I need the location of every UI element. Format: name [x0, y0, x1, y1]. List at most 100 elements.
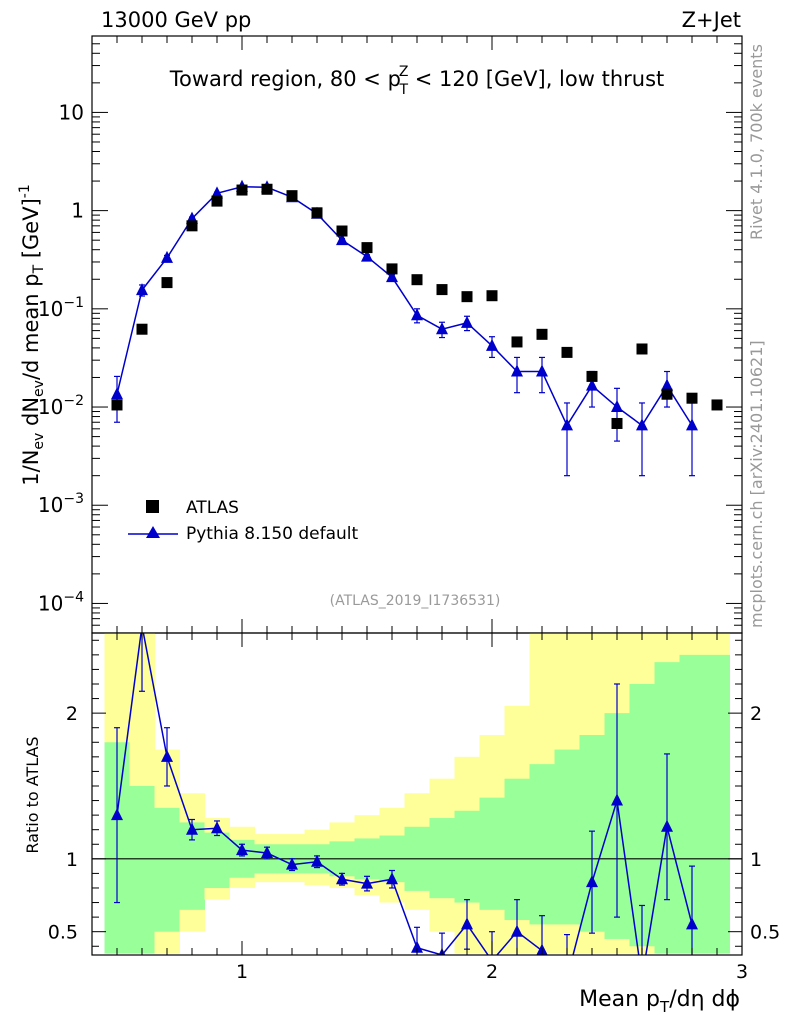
atlas-data-point	[336, 225, 348, 237]
y-tick-exponent: −1	[63, 295, 84, 311]
ylabel-sup-4: -1	[17, 184, 33, 198]
legend-atlas-label: ATLAS	[186, 498, 239, 518]
legend-atlas-marker	[146, 500, 159, 513]
atlas-data-point	[311, 207, 323, 219]
mcplots-reference-text: mcplots.cern.ch [arXiv:2401.10621]	[747, 340, 766, 628]
atlas-data-point	[661, 388, 673, 400]
atlas-data-point	[361, 242, 373, 254]
atlas-data-point	[161, 277, 173, 289]
mc-marker	[511, 364, 523, 377]
legend-pythia-marker	[146, 526, 160, 538]
mc-marker	[211, 186, 223, 199]
ratio-marker	[386, 872, 398, 885]
mc-marker	[611, 400, 623, 413]
ratio-marker	[286, 857, 298, 870]
atlas-data-point	[136, 323, 148, 335]
subtitle-sub: T	[399, 82, 409, 98]
ratio-marker	[261, 846, 273, 859]
atlas-data-point	[611, 417, 623, 429]
y-tick-label: 10−1	[38, 295, 84, 321]
ratio-y-axis-label: Ratio to ATLAS	[23, 736, 42, 853]
ratio-marker	[111, 808, 123, 821]
atlas-data-point	[111, 399, 123, 411]
ylabel-sub-3: T	[31, 264, 47, 274]
ratio-y-tick-label: 1	[66, 849, 78, 871]
x-tick-label: 2	[486, 961, 498, 983]
mc-marker	[111, 387, 123, 400]
mc-marker	[486, 338, 498, 351]
ratio-marker	[561, 971, 573, 983]
ylabel-part-3: /d mean p	[19, 273, 43, 380]
ratio-marker	[161, 749, 173, 762]
band-1sigma-bin	[704, 654, 730, 954]
ylabel-sub-2: ev	[31, 380, 47, 397]
y-tick-base: 10	[38, 297, 63, 321]
atlas-data-point	[511, 336, 523, 348]
ratio-marker	[411, 940, 423, 953]
ratio-y-tick-label-right: 1	[750, 849, 762, 871]
atlas-data-point	[286, 190, 298, 202]
ratio-marker	[686, 917, 698, 930]
mc-marker	[136, 283, 148, 296]
mc-marker	[686, 418, 698, 431]
xlabel-part-1: Mean p	[579, 987, 660, 1012]
atlas-data-point	[186, 220, 198, 232]
main-data-series	[111, 183, 723, 429]
mc-marker	[461, 315, 473, 328]
ratio-marker	[586, 875, 598, 888]
band-1sigma-bin	[429, 818, 455, 899]
ratio-marker	[611, 793, 623, 806]
mc-marker	[561, 418, 573, 431]
ratio-marker	[236, 843, 248, 856]
mc-marker	[436, 322, 448, 335]
legend-pythia-label: Pythia 8.150 default	[186, 524, 359, 544]
legend: ATLAS Pythia 8.150 default	[128, 498, 359, 544]
y-tick-label: 10−3	[38, 491, 84, 517]
y-tick-label: 10	[59, 100, 84, 124]
x-tick-label: 1	[236, 961, 248, 983]
main-y-axis-label: 1/Nev dNev/d mean pT [GeV]-1	[17, 184, 47, 485]
atlas-data-point	[586, 370, 598, 382]
ylabel-part-2: dN	[19, 397, 43, 433]
mc-marker	[336, 233, 348, 246]
atlas-data-point	[411, 274, 423, 286]
atlas-data-point	[236, 184, 248, 196]
band-1sigma-bin	[554, 749, 580, 925]
atlas-data-point	[561, 346, 573, 358]
atlas-data-point	[461, 291, 473, 303]
atlas-data-point	[386, 263, 398, 275]
atlas-data-point	[211, 195, 223, 207]
xlabel-part-2: /dη dϕ	[669, 987, 740, 1012]
ylabel-part-1: 1/N	[19, 450, 43, 486]
atlas-data-point	[711, 399, 723, 411]
x-axis-label: Mean pT/dη dϕ	[579, 987, 740, 1016]
ratio-y-tick-label-right: 2	[750, 703, 762, 725]
ylabel-part-4: [GeV]	[19, 198, 43, 265]
x-tick-label: 3	[736, 961, 748, 983]
atlas-data-point	[261, 183, 273, 195]
mc-marker	[161, 250, 173, 263]
atlas-data-point	[686, 392, 698, 404]
rivet-version-text: Rivet 4.1.0, 700k events	[747, 44, 766, 240]
mc-marker	[661, 378, 673, 391]
mc-marker	[636, 418, 648, 431]
ratio-marker	[511, 924, 523, 937]
ratio-y-tick-label: 0.5	[48, 922, 78, 944]
ratio-marker	[361, 876, 373, 889]
mc-line	[116, 186, 693, 427]
y-tick-label: 1	[71, 199, 84, 223]
ratio-marker	[211, 821, 223, 834]
ylabel-sub-1: ev	[31, 433, 47, 450]
band-1sigma-bin	[629, 683, 655, 947]
atlas-data-point	[486, 290, 498, 302]
y-tick-base: 10	[38, 591, 63, 615]
main-mc-series	[111, 179, 698, 477]
xlabel-sub-1: T	[659, 998, 670, 1016]
ratio-marker	[661, 819, 673, 832]
analysis-id: (ATLAS_2019_I1736531)	[330, 593, 501, 609]
ratio-marker	[336, 872, 348, 885]
band-1sigma-bin	[204, 832, 230, 888]
atlas-data-point	[536, 328, 548, 340]
